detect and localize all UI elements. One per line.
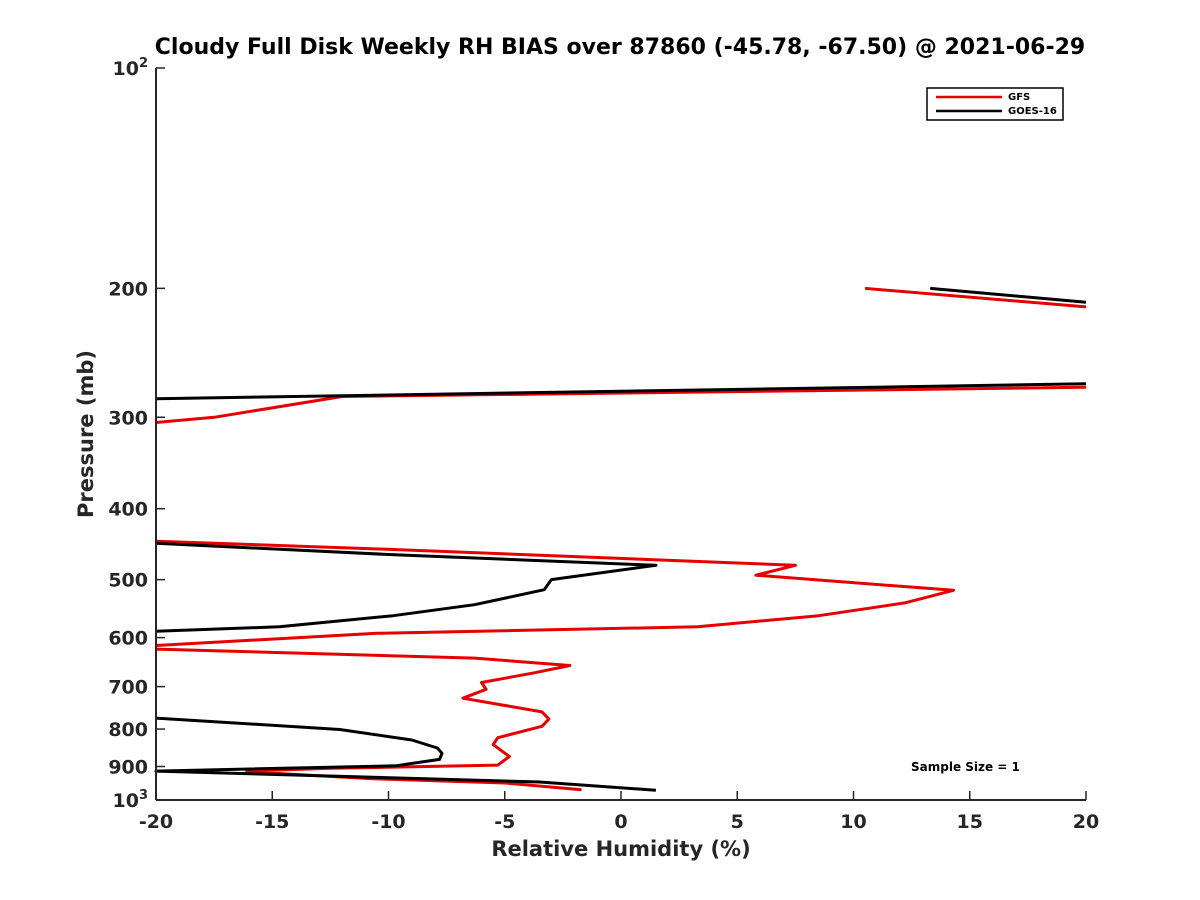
series-line-gfs-segment-1 bbox=[864, 286, 1087, 309]
series-line-gfs-segment-2 bbox=[155, 385, 1087, 424]
x-ticks: -20 -15 -10 -5 0 5 10 15 20 bbox=[139, 791, 1099, 833]
x-tick-label: -15 bbox=[255, 811, 289, 833]
x-tick-label: -5 bbox=[494, 811, 515, 833]
series-line-gfs-segment-3 bbox=[155, 539, 955, 647]
y-tick-label: 900 bbox=[108, 757, 148, 779]
y-tick-label: 700 bbox=[108, 677, 148, 699]
y-tick-label: 500 bbox=[108, 570, 148, 592]
series-line-goes-16-segment-1 bbox=[930, 286, 1087, 304]
series-line-goes-16-segment-4 bbox=[154, 716, 657, 792]
legend: GFS GOES-16 bbox=[926, 87, 1064, 121]
y-tick-label: 103 bbox=[113, 788, 149, 812]
chart-title: Cloudy Full Disk Weekly RH BIAS over 878… bbox=[155, 35, 1085, 60]
y-axis-label: Pressure (mb) bbox=[74, 350, 98, 518]
series-line-gfs-segment-4 bbox=[155, 647, 582, 792]
x-axis-label: Relative Humidity (%) bbox=[491, 837, 750, 861]
sample-size-annotation: Sample Size = 1 bbox=[911, 760, 1020, 774]
series-line-goes-16-segment-3 bbox=[155, 541, 658, 633]
y-tick-label: 800 bbox=[108, 719, 148, 741]
y-tick-label: 300 bbox=[108, 407, 148, 429]
x-tick-label: -20 bbox=[139, 811, 173, 833]
y-tick-label: 400 bbox=[108, 499, 148, 521]
y-ticks: 102 200 300 400 500 600 700 800 900 103 bbox=[108, 56, 165, 812]
legend-label-gfs: GFS bbox=[1008, 92, 1030, 103]
series-line-goes-16-segment-2 bbox=[155, 382, 1087, 401]
legend-label-goes: GOES-16 bbox=[1008, 106, 1057, 117]
x-tick-label: 15 bbox=[957, 811, 983, 833]
plot-lines bbox=[154, 286, 1087, 792]
x-tick-label: -10 bbox=[371, 811, 405, 833]
x-tick-label: 10 bbox=[840, 811, 866, 833]
x-tick-label: 0 bbox=[614, 811, 627, 833]
y-tick-label: 102 bbox=[113, 56, 149, 80]
y-tick-label: 200 bbox=[108, 278, 148, 300]
y-tick-label: 600 bbox=[108, 628, 148, 650]
x-tick-label: 20 bbox=[1073, 811, 1099, 833]
x-tick-label: 5 bbox=[731, 811, 744, 833]
legend-box bbox=[926, 87, 1064, 121]
